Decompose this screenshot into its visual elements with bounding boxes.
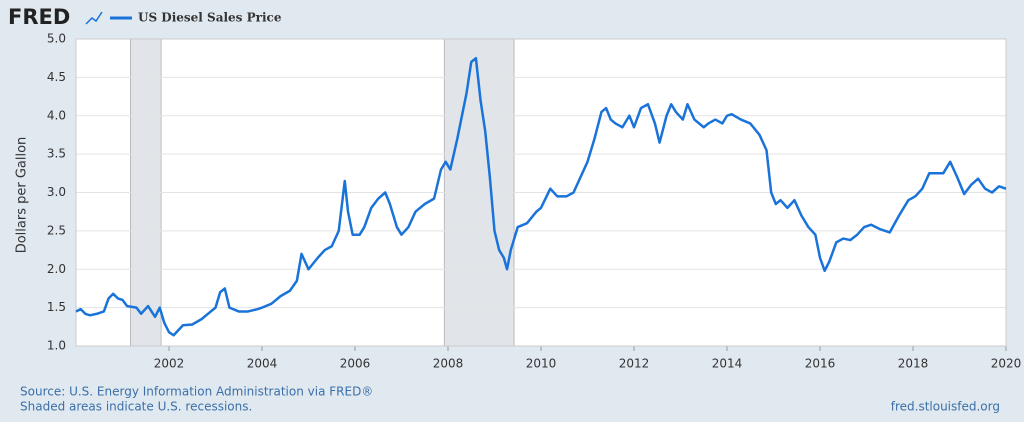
x-tick-label: 2016 [805, 357, 836, 371]
y-tick-label: 3.0 [47, 185, 66, 199]
x-tick-label: 2018 [898, 357, 929, 371]
y-tick-label: 2.5 [47, 223, 66, 237]
x-tick-label: 2006 [340, 357, 371, 371]
brand-logo[interactable]: FRED [8, 5, 70, 29]
x-tick-label: 2020 [991, 357, 1022, 371]
site-link[interactable]: fred.stlouisfed.org [891, 400, 1000, 414]
series-line [75, 56, 1007, 337]
y-tick-label: 4.5 [47, 70, 66, 84]
recession-note: Shaded areas indicate U.S. recessions. [20, 400, 252, 414]
y-tick-label: 1.5 [47, 300, 66, 314]
x-tick-label: 2002 [154, 357, 185, 371]
plot-border [75, 38, 1007, 347]
y-tick-label: 1.0 [47, 339, 66, 353]
x-tick-label: 2010 [526, 357, 557, 371]
source-note: Source: U.S. Energy Information Administ… [20, 385, 373, 399]
y-tick-label: 4.0 [47, 108, 66, 122]
y-axis-label: Dollars per Gallon [15, 137, 30, 254]
x-tick-label: 2014 [712, 357, 743, 371]
y-tick-label: 3.5 [47, 147, 66, 161]
x-tick-label: 2008 [433, 357, 464, 371]
y-tick-label: 2.0 [47, 262, 66, 276]
y-tick-label: 5.0 [47, 32, 66, 46]
logo-icon [85, 11, 103, 25]
x-tick-label: 2012 [619, 357, 650, 371]
x-tick-label: 2004 [247, 357, 278, 371]
legend-label[interactable]: US Diesel Sales Price [138, 11, 282, 25]
